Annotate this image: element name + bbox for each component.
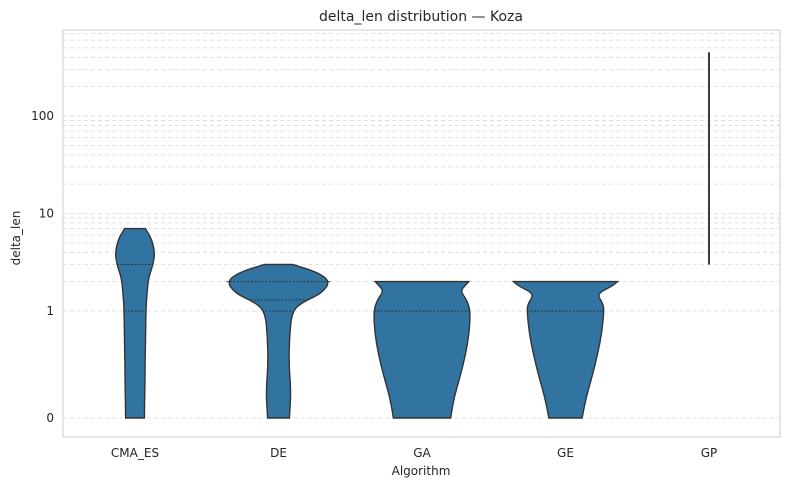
y-axis-label: delta_len: [9, 211, 23, 266]
x-tick-label: GP: [701, 446, 718, 460]
y-tick-label: 0: [46, 411, 54, 425]
plot-frame: [62, 29, 781, 438]
grid-layer: [63, 33, 780, 419]
y-tick-labels: 0 1 10 100: [31, 109, 54, 425]
x-tick-label: GE: [557, 446, 574, 460]
x-tick-label: CMA_ES: [111, 446, 159, 460]
violin-CMA_ES: [115, 227, 155, 419]
x-tick-label: DE: [270, 446, 287, 460]
x-tick-label: GA: [413, 446, 431, 460]
x-axis-label: Algorithm: [392, 464, 451, 478]
violin-DE: [228, 263, 329, 419]
violin-layer: [115, 52, 710, 419]
chart-title: delta_len distribution — Koza: [319, 9, 523, 25]
y-tick-label: 1: [46, 304, 54, 318]
y-tick-label: 100: [31, 109, 54, 123]
y-tick-label: 10: [39, 207, 54, 221]
x-tick-labels: CMA_ES DE GA GE GP: [111, 446, 717, 460]
